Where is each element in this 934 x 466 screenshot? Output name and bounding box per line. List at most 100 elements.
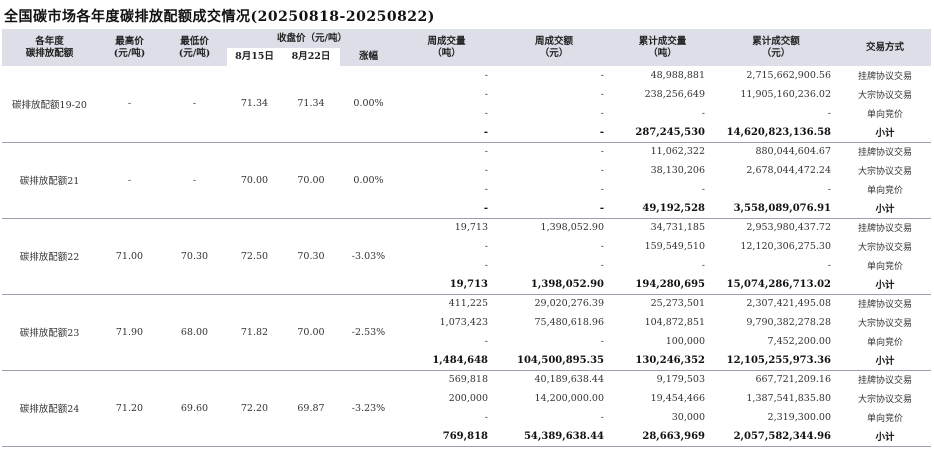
trade-method-cell: 挂牌协议交易 xyxy=(857,300,912,311)
table-row: 碳排放配额22 71.00 70.30 72.50 70.30 -3.03% 19,713 1… xyxy=(2,218,931,295)
cum-volume-cell: 34,731,185 xyxy=(650,222,705,234)
cum-amount-cell: 12,105,255,973.36 xyxy=(713,351,839,371)
cum-volume-cell: 100,000 xyxy=(665,336,705,347)
header-cum-volume: 累计成交量 （吨） xyxy=(612,29,713,66)
trade-method-cell: 大宗协议交易 xyxy=(857,319,912,329)
week-amount-cell: 104,500,895.35 xyxy=(496,351,612,371)
cum-amount-cell: 2,307,421,495.08 xyxy=(746,298,831,310)
cum-amount-cell: - xyxy=(827,260,831,271)
week-volume-cell: - xyxy=(484,336,488,347)
week-volume-cell: 19,713 xyxy=(454,222,488,234)
table-row: 769,818 54,389,638.44 28,663,969 2,057,582,… xyxy=(2,427,931,447)
week-volume-cell: 200,000 xyxy=(448,393,488,404)
close-price-d1-cell: 71.82 xyxy=(227,294,282,371)
week-amount-cell: - xyxy=(600,70,604,81)
week-amount-cell: - xyxy=(600,412,604,423)
cum-amount-cell: 9,790,382,278.28 xyxy=(746,317,831,328)
week-amount-cell: 14,200,000.00 xyxy=(534,393,604,404)
close-price-d1-cell: 72.20 xyxy=(227,370,282,447)
cum-volume-cell: - xyxy=(701,108,705,119)
table-row: 200,000 14,200,000.00 19,454,466 1,387,541,… xyxy=(2,389,931,408)
cum-amount-cell: - xyxy=(827,108,831,119)
cum-amount-cell: 12,120,306,275.30 xyxy=(740,241,831,252)
header-cum-amount-line2: （元） xyxy=(761,47,791,59)
close-price-d1-cell: 70.00 xyxy=(227,142,282,219)
cum-amount-cell: 14,620,823,136.58 xyxy=(713,123,839,143)
header-close-price: 收盘价（元/吨） xyxy=(227,29,397,48)
close-price-d1-cell: 72.50 xyxy=(227,218,282,295)
cum-volume-cell: 11,062,322 xyxy=(650,146,705,158)
cum-volume-cell: 9,179,503 xyxy=(656,374,705,386)
table-row: 19,713 1,398,052.90 194,280,695 15,074,286,… xyxy=(2,275,931,295)
header-week-volume-line1: 周成交量 xyxy=(427,35,466,47)
header-min-price-line1: 最低价 xyxy=(180,35,209,47)
cum-amount-cell: 7,452,200.00 xyxy=(767,336,831,347)
table-body: 碳排放配额19-20- -71.34 71.34 0.00% - -48,988,881 2… xyxy=(2,66,931,447)
cum-amount-cell: 667,721,209.16 xyxy=(755,374,831,386)
trade-method-cell: 单向竞价 xyxy=(866,110,903,120)
trade-method-cell: 大宗协议交易 xyxy=(857,91,912,101)
cum-volume-cell: 30,000 xyxy=(671,412,705,423)
cum-amount-cell: 15,074,286,713.02 xyxy=(713,275,839,295)
cum-volume-cell: 28,663,969 xyxy=(612,427,713,447)
close-price-d2-cell: 69.87 xyxy=(282,370,340,447)
table-row: - - 159,549,510 12,120,306,275.30 大宗协议交易 xyxy=(2,237,931,256)
max-price-cell: 71.20 xyxy=(97,370,162,447)
week-volume-cell: - xyxy=(484,146,488,158)
cum-volume-cell: - xyxy=(701,260,705,271)
header-cum-amount-line1: 累计成交额 xyxy=(752,35,800,47)
min-price-cell: - xyxy=(162,142,227,219)
table-row: - -287,245,530 14,620,823,136.58 小计 xyxy=(2,123,931,143)
change-cell: 0.00% xyxy=(340,66,397,143)
week-amount-cell: 75,480,618.96 xyxy=(534,317,604,328)
header-max-price-line2: (元/吨) xyxy=(113,47,146,59)
week-volume-cell: - xyxy=(484,241,488,252)
week-volume-cell: 1,484,648 xyxy=(397,351,496,371)
header-year: 各年度 碳排放配额 xyxy=(2,29,97,66)
header-cum-amount: 累计成交额 （元） xyxy=(713,29,839,66)
trade-method-cell: 挂牌协议交易 xyxy=(857,148,912,159)
week-amount-cell: - xyxy=(600,336,604,347)
table-row: 碳排放配额24 71.20 69.60 72.20 69.87 -3.23% 569,818… xyxy=(2,370,931,447)
header-week-volume-line2: （吨） xyxy=(432,47,461,59)
week-volume-cell: - xyxy=(484,260,488,271)
cum-amount-cell: 2,319,300.00 xyxy=(767,412,831,423)
header-close-date2: 8月22日 xyxy=(282,48,340,66)
week-amount-cell: 29,020,276.39 xyxy=(534,298,604,310)
header-week-amount-line1: 周成交额 xyxy=(534,35,573,47)
table-row: 碳排放配额21- -70.00 70.00 0.00% - -11,062,322 880,… xyxy=(2,142,931,219)
table-row: - - 100,000 7,452,200.00 单向竞价 xyxy=(2,332,931,351)
trade-method-cell: 大宗协议交易 xyxy=(857,243,912,253)
year-label: 碳排放配额24 xyxy=(2,370,97,447)
min-price-cell: 68.00 xyxy=(162,294,227,371)
week-amount-cell: 54,389,638.44 xyxy=(496,427,612,447)
trade-method-cell: 小计 xyxy=(839,351,931,371)
week-volume-cell: - xyxy=(484,165,488,176)
cum-volume-cell: 130,246,352 xyxy=(612,351,713,371)
close-price-d2-cell: 70.30 xyxy=(282,218,340,295)
change-cell: 0.00% xyxy=(340,142,397,219)
table-row: - - 30,000 2,319,300.00 单向竞价 xyxy=(2,408,931,427)
trade-method-cell: 单向竞价 xyxy=(866,262,903,272)
carbon-trading-table: 各年度 碳排放配额 最高价 (元/吨) 最低价 (元/吨) 收盘价（元/吨） 周… xyxy=(2,29,931,447)
week-amount-cell: - xyxy=(496,199,612,219)
trade-method-cell: 单向竞价 xyxy=(866,338,903,348)
cum-volume-cell: 38,130,206 xyxy=(650,165,705,176)
trade-method-cell: 挂牌协议交易 xyxy=(857,224,912,235)
header-year-line1: 各年度 xyxy=(35,35,64,47)
table-row: - - - - 单向竞价 xyxy=(2,180,931,199)
trade-method-cell: 大宗协议交易 xyxy=(857,395,912,405)
close-price-d2-cell: 71.34 xyxy=(282,66,340,143)
header-change: 涨幅 xyxy=(340,48,397,66)
close-price-d2-cell: 70.00 xyxy=(282,142,340,219)
change-cell: -3.03% xyxy=(340,218,397,295)
trade-method-cell: 挂牌协议交易 xyxy=(857,376,912,387)
trade-method-cell: 小计 xyxy=(839,427,931,447)
week-amount-cell: - xyxy=(600,146,604,158)
year-label: 碳排放配额23 xyxy=(2,294,97,371)
week-amount-cell: - xyxy=(600,89,604,100)
week-amount-cell: - xyxy=(496,123,612,143)
week-volume-cell: - xyxy=(484,108,488,119)
cum-volume-cell: 104,872,851 xyxy=(644,317,705,328)
close-price-d2-cell: 70.00 xyxy=(282,294,340,371)
